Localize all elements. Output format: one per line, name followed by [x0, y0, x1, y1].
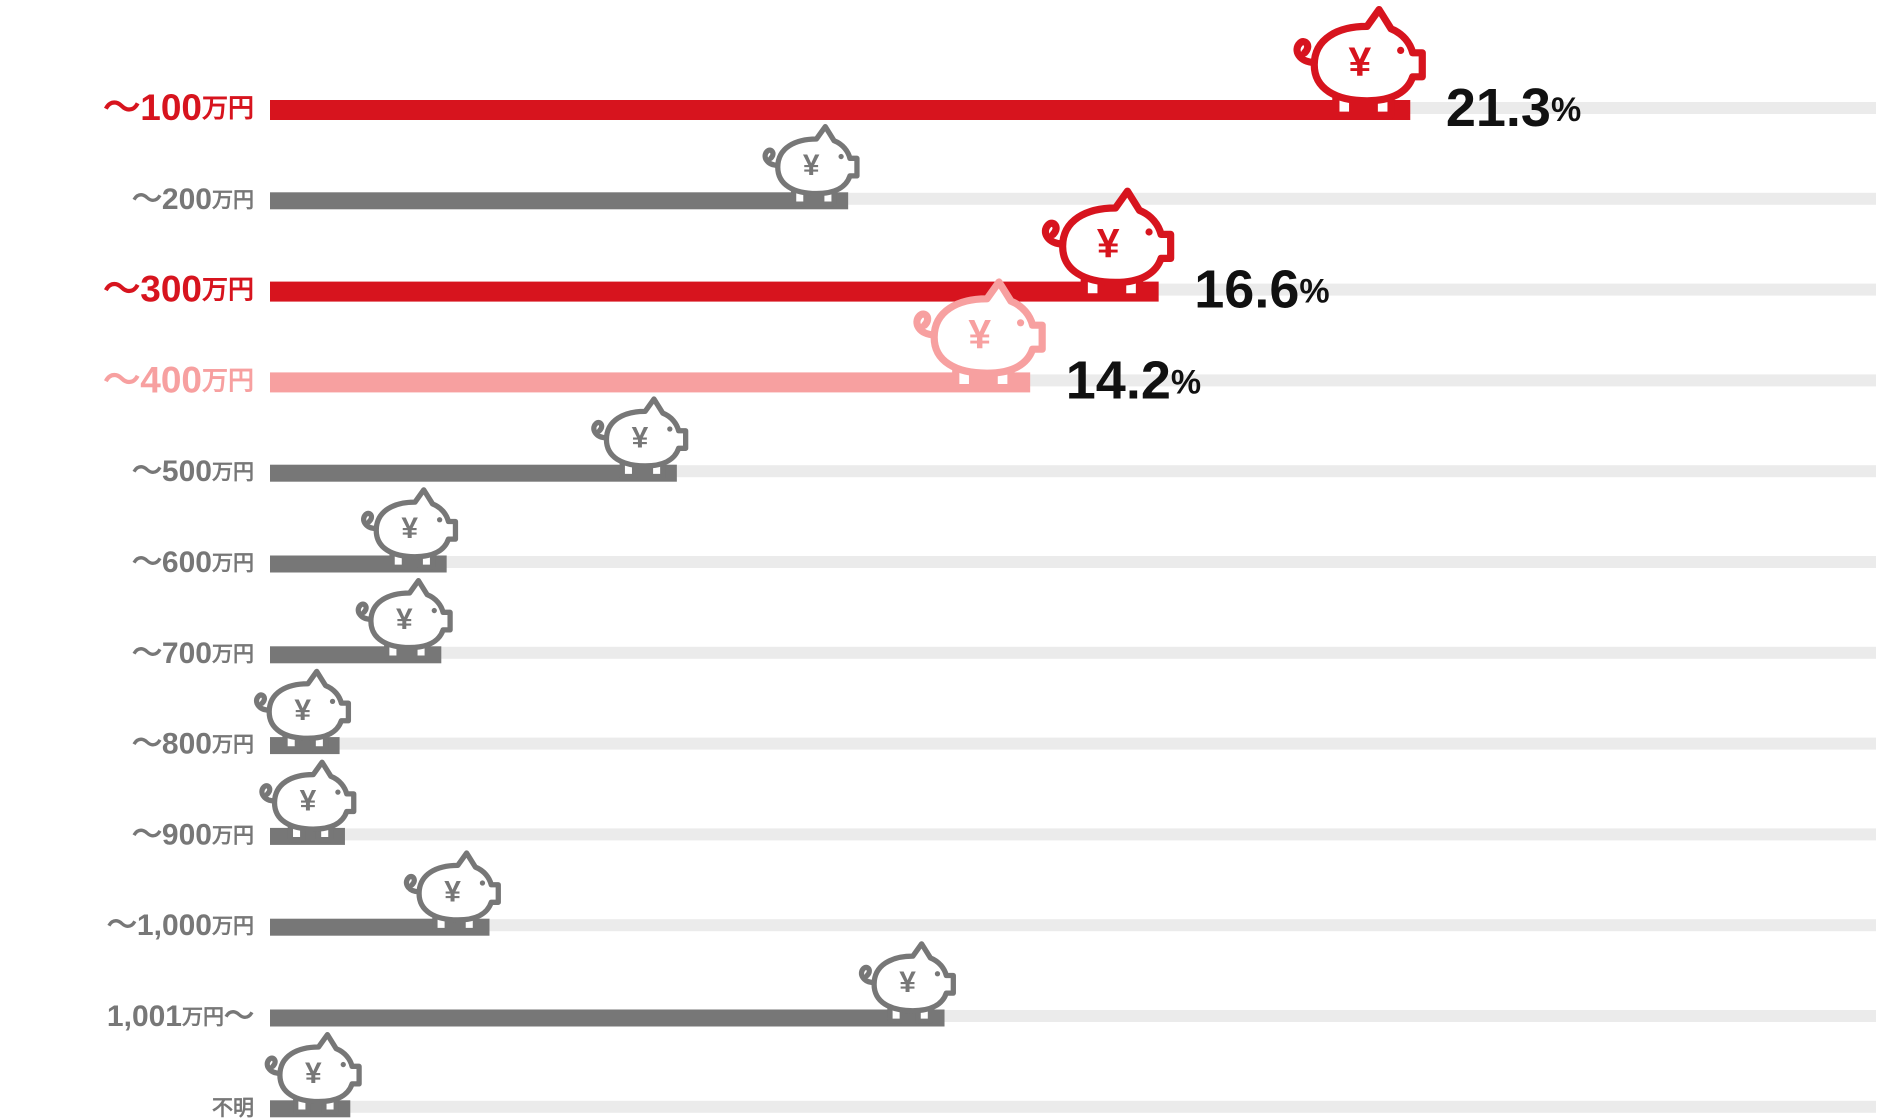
- pig-eye: [838, 153, 844, 160]
- value-label: 14.2%: [1066, 351, 1201, 411]
- pig-body: [277, 1031, 362, 1105]
- pig-tail: [355, 601, 374, 622]
- pig-body: [373, 487, 459, 560]
- category-label: 〜1,000万円: [107, 909, 254, 942]
- pig-symbol: ¥: [294, 694, 311, 727]
- category-label: 〜700万円: [132, 637, 254, 670]
- bar: [270, 372, 1031, 393]
- pig-symbol: ¥: [1097, 220, 1120, 266]
- pig-eye: [1016, 319, 1025, 327]
- pig-tail: [1293, 38, 1318, 67]
- pig-icon: ¥: [403, 850, 501, 934]
- pig-tail: [762, 147, 781, 168]
- pig-icon: ¥: [913, 278, 1046, 392]
- pig-icon: ¥: [355, 577, 453, 661]
- track: [270, 1100, 1876, 1113]
- pig-symbol: ¥: [803, 149, 820, 182]
- pig-tail: [361, 510, 379, 532]
- pig-eye: [667, 426, 673, 432]
- pig-icon: ¥: [259, 759, 357, 843]
- pig-icon: ¥: [264, 1031, 362, 1115]
- bar: [270, 464, 677, 482]
- pig-body: [416, 850, 501, 923]
- track: [270, 556, 1876, 568]
- pig-symbol: ¥: [968, 311, 991, 357]
- pig-icon: ¥: [1041, 187, 1175, 301]
- bar: [270, 281, 1159, 302]
- pig-symbol: ¥: [300, 785, 317, 818]
- pig-symbol: ¥: [401, 512, 418, 545]
- pig-tail: [858, 964, 877, 986]
- pig-icon: ¥: [1293, 6, 1426, 119]
- pig-tail: [253, 692, 272, 713]
- track: [270, 919, 1876, 932]
- pig-tail: [403, 873, 422, 895]
- pig-body: [271, 759, 357, 832]
- pig-symbol: ¥: [899, 966, 916, 999]
- pig-symbol: ¥: [305, 1057, 322, 1090]
- track: [270, 828, 1876, 841]
- pig-icon: ¥: [762, 123, 860, 207]
- pig-eye: [431, 607, 437, 614]
- category-label: 〜800万円: [132, 728, 254, 761]
- pig-symbol: ¥: [396, 603, 413, 636]
- bar: [270, 100, 1411, 120]
- pig-icon: ¥: [253, 668, 352, 752]
- pig-tail: [1041, 219, 1067, 248]
- pig-eye: [1145, 228, 1153, 236]
- category-label: 〜500万円: [132, 455, 254, 488]
- pig-body: [930, 278, 1046, 377]
- pig-eye: [479, 880, 486, 886]
- pig-eye: [329, 698, 336, 704]
- pig-tail: [264, 1055, 283, 1076]
- category-label: 〜100万円: [103, 87, 254, 128]
- pig-body: [1059, 187, 1175, 286]
- track: [270, 646, 1876, 659]
- pig-icon: ¥: [361, 487, 459, 570]
- category-label: 〜600万円: [132, 546, 254, 579]
- pig-body: [368, 577, 453, 651]
- category-label: 不明: [212, 1096, 254, 1119]
- pig-symbol: ¥: [632, 421, 649, 454]
- bar: [270, 192, 849, 210]
- track: [270, 737, 1876, 750]
- pig-body: [603, 396, 689, 469]
- pig-tail: [913, 310, 938, 339]
- pig-tail: [591, 419, 610, 441]
- pig-eye: [335, 789, 341, 795]
- pig-symbol: ¥: [1349, 39, 1372, 85]
- category-label: 1,001万円〜: [107, 1000, 254, 1033]
- pig-eye: [1397, 46, 1405, 55]
- pig-body: [1310, 6, 1426, 105]
- pig-body: [775, 123, 860, 197]
- category-label: 〜200万円: [132, 183, 254, 216]
- category-label: 〜400万円: [103, 359, 254, 400]
- pig-symbol: ¥: [444, 875, 461, 908]
- pig-tail: [259, 783, 278, 804]
- pig-icon: ¥: [591, 396, 689, 480]
- value-label: 21.3%: [1446, 78, 1581, 138]
- category-label: 〜300万円: [103, 268, 254, 309]
- pig-eye: [436, 517, 443, 523]
- pig-icon: ¥: [858, 941, 956, 1024]
- pig-body: [266, 668, 352, 741]
- pig-eye: [340, 1061, 346, 1068]
- value-label: 16.6%: [1194, 260, 1329, 320]
- pig-body: [871, 941, 956, 1014]
- pig-eye: [934, 971, 941, 977]
- bar: [270, 1009, 945, 1027]
- category-label: 〜900万円: [132, 818, 254, 851]
